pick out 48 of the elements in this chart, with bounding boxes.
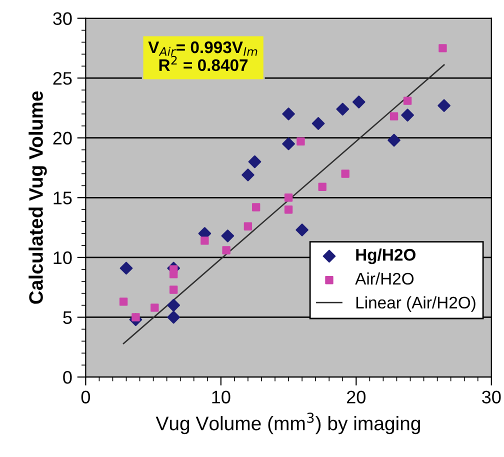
x-axis-title: Vug Volume (mm$^{3}$) by imaging (156, 412, 420, 434)
x-tick-label: 10 (212, 390, 230, 404)
y-tick-label: 0 (63, 370, 72, 384)
y-tick-label: 15 (54, 192, 72, 204)
point (336, 102, 350, 116)
point (200, 236, 209, 245)
x-tick-label: 20 (347, 390, 366, 404)
point (169, 270, 178, 278)
point (119, 298, 128, 306)
point (438, 44, 447, 52)
point (312, 117, 325, 130)
x-tick-label: 30 (482, 390, 501, 404)
point (282, 108, 295, 120)
x-tick-label: 0 (81, 390, 90, 404)
text: V$_{Air}$= 0.993V$_{Im}$ R$^{2}$ = 0.8407 (148, 41, 258, 72)
legend-label: Air/H2O (355, 272, 414, 285)
y-axis-title: Calculated Vug Volume (28, 91, 47, 304)
point (318, 182, 326, 191)
point (296, 224, 308, 236)
point (284, 206, 293, 214)
point (167, 310, 180, 324)
y-tick-label: 20 (53, 132, 72, 145)
y-tick-label: 10 (54, 251, 72, 264)
point (248, 155, 262, 168)
point (403, 96, 412, 105)
point (438, 99, 450, 112)
point (221, 229, 234, 242)
point (242, 168, 254, 182)
point (284, 194, 293, 202)
point (282, 137, 295, 150)
y-tick-label: 5 (63, 311, 72, 324)
y-tick-label: 30 (53, 12, 72, 25)
legend-label: Hg/H2O (356, 248, 416, 264)
point (352, 96, 366, 108)
point (150, 304, 159, 312)
y-tick-label: 25 (53, 72, 72, 85)
point (167, 298, 180, 312)
point (252, 203, 260, 212)
legend-label: Linear (Air/H2O) (356, 296, 476, 312)
point (296, 137, 305, 146)
point (401, 108, 414, 122)
point (341, 170, 350, 178)
point (222, 246, 230, 254)
point (169, 286, 178, 294)
point (390, 112, 398, 120)
point (120, 262, 133, 275)
point (388, 134, 400, 147)
point (244, 222, 252, 230)
